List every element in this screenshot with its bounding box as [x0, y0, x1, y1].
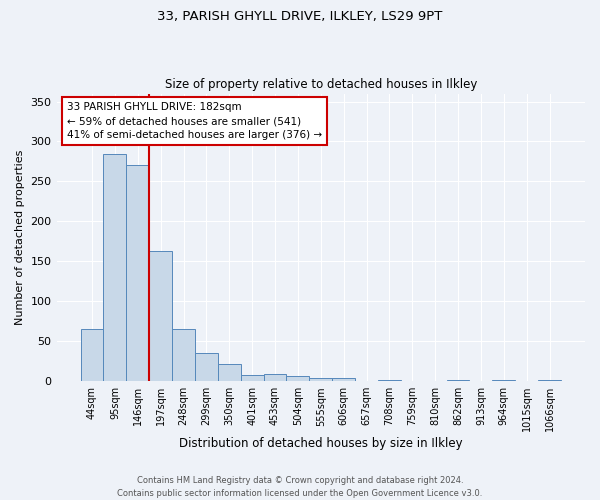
Bar: [446, 380, 469, 381]
Bar: [263, 374, 286, 381]
X-axis label: Distribution of detached houses by size in Ilkley: Distribution of detached houses by size …: [179, 437, 463, 450]
Bar: [80, 330, 103, 381]
Title: Size of property relative to detached houses in Ilkley: Size of property relative to detached ho…: [164, 78, 477, 91]
Bar: [149, 251, 172, 381]
Bar: [310, 378, 332, 381]
Bar: [332, 378, 355, 381]
Bar: [195, 353, 218, 381]
Bar: [241, 375, 263, 381]
Y-axis label: Number of detached properties: Number of detached properties: [15, 150, 25, 325]
Bar: [172, 330, 195, 381]
Bar: [538, 380, 561, 381]
Bar: [218, 364, 241, 381]
Text: Contains HM Land Registry data © Crown copyright and database right 2024.
Contai: Contains HM Land Registry data © Crown c…: [118, 476, 482, 498]
Bar: [103, 154, 127, 381]
Bar: [378, 380, 401, 381]
Bar: [286, 376, 310, 381]
Bar: [493, 380, 515, 381]
Bar: [127, 164, 149, 381]
Text: 33 PARISH GHYLL DRIVE: 182sqm
← 59% of detached houses are smaller (541)
41% of : 33 PARISH GHYLL DRIVE: 182sqm ← 59% of d…: [67, 102, 322, 140]
Text: 33, PARISH GHYLL DRIVE, ILKLEY, LS29 9PT: 33, PARISH GHYLL DRIVE, ILKLEY, LS29 9PT: [157, 10, 443, 23]
